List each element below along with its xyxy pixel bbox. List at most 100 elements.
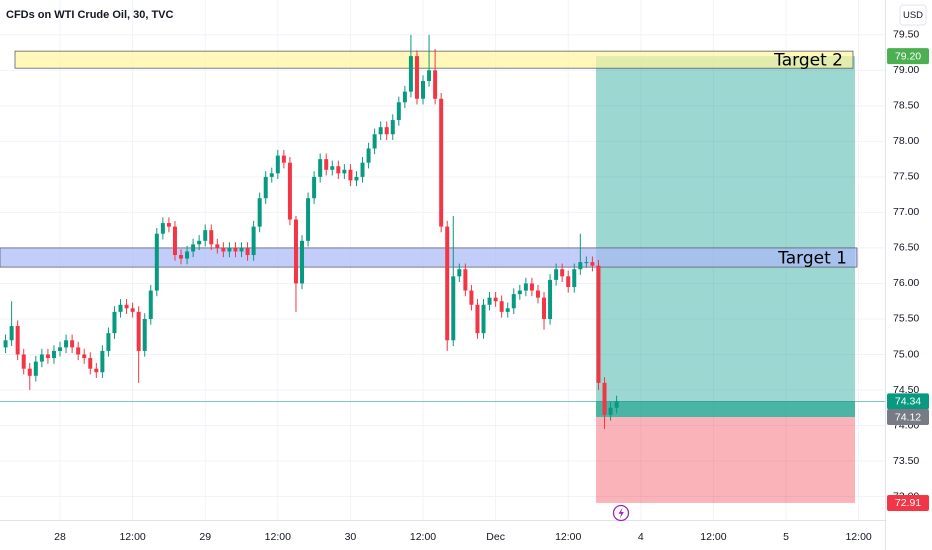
candle-body (378, 127, 383, 135)
candle-body (529, 283, 534, 291)
candle-body (58, 347, 63, 351)
x-tick-label: 28 (54, 531, 66, 543)
y-tick-label: 74.50 (893, 384, 919, 396)
candle-body (427, 70, 432, 81)
events-icon[interactable] (612, 504, 630, 522)
y-tick-label: 75.00 (893, 348, 919, 360)
candle-body (88, 358, 93, 369)
x-tick-label: 12:00 (119, 531, 145, 543)
candle-body (124, 304, 129, 309)
candle-body (481, 304, 486, 334)
candle-body (318, 159, 323, 177)
currency-label: USD (903, 10, 923, 21)
candle-body (384, 127, 389, 135)
currency-button[interactable] (899, 4, 927, 26)
candle-body (372, 134, 377, 149)
loss-zone (596, 416, 855, 503)
candle-body (263, 176, 268, 199)
candle-body (179, 255, 184, 259)
candle-body (203, 230, 208, 241)
candle-body (148, 290, 153, 319)
price-label: 79.20 (895, 50, 921, 62)
candle-body (511, 294, 516, 309)
event-bolt (618, 507, 624, 519)
y-tick-label: 76.00 (893, 277, 919, 289)
candle-body (445, 226, 450, 341)
candle-body (535, 290, 540, 298)
y-tick-label: 77.50 (893, 171, 919, 183)
candle-body (457, 269, 462, 277)
candle-body (154, 233, 159, 291)
price-label: 72.91 (895, 497, 921, 509)
candle-body (463, 269, 468, 291)
candle-body (608, 407, 613, 415)
y-tick-label: 77.00 (893, 206, 919, 218)
price-label-bg (887, 408, 929, 425)
candle-body (172, 226, 177, 256)
candle-body (293, 219, 298, 284)
candle-body (402, 91, 407, 103)
candle-body (269, 173, 274, 177)
candle-body (233, 247, 238, 252)
candle-body (330, 166, 335, 170)
zone-label: Target 2 (773, 51, 843, 71)
candle-body (354, 176, 359, 181)
target-zone (0, 247, 858, 268)
target-zone (14, 50, 854, 69)
candle-body (324, 159, 329, 170)
candle-body (15, 326, 20, 355)
candle-body (118, 304, 123, 312)
candle-body (336, 166, 341, 174)
candle-body (493, 297, 498, 302)
chart-title: CFDs on WTI Crude Oil, 30, TVC (6, 9, 174, 21)
candle-body (342, 169, 347, 174)
candle-body (572, 269, 577, 287)
candle-body (275, 155, 280, 174)
price-label: 74.12 (895, 411, 921, 423)
candle-body (70, 340, 75, 348)
candle-body (499, 301, 504, 312)
candle-body (27, 368, 32, 376)
candle-body (51, 350, 56, 359)
candle-body (76, 347, 81, 355)
profit-zone (596, 56, 855, 417)
x-tick-label: 12:00 (555, 531, 581, 543)
candle-body (130, 308, 135, 312)
x-tick-label: 12:00 (845, 531, 871, 543)
candle-body (360, 162, 365, 177)
candle-body (584, 262, 589, 264)
candle-body (348, 169, 353, 181)
candle-body (614, 401, 619, 408)
candles (3, 34, 619, 430)
candle-body (281, 155, 286, 163)
open-profit (596, 401, 855, 417)
candle-body (45, 354, 50, 359)
labels: 73.0073.5074.0074.5075.0075.5076.0076.50… (54, 29, 929, 543)
candle-body (82, 354, 87, 359)
candle-body (221, 247, 226, 252)
candle-body (390, 120, 395, 135)
x-tick-label: 12:00 (410, 531, 436, 543)
candle-body (505, 308, 510, 312)
candle-body (191, 244, 196, 252)
candle-body (257, 198, 262, 227)
candle-body (487, 297, 492, 305)
candle-body (566, 276, 571, 287)
candle-body (9, 326, 14, 341)
candle-body (160, 223, 165, 234)
candle-body (3, 340, 8, 348)
price-label-bg (887, 48, 929, 65)
candle-body (209, 230, 214, 245)
y-tick-label: 78.50 (893, 100, 919, 112)
y-tick-label: 76.50 (893, 242, 919, 254)
y-tick-label: 73.50 (893, 455, 919, 467)
candle-body (517, 290, 522, 295)
zones: Target 2 Target 1 (0, 51, 885, 503)
candle-body (578, 262, 583, 270)
candle-body (439, 98, 444, 227)
candle-body (421, 80, 426, 99)
candle-body (215, 244, 220, 248)
y-tick-label: 78.00 (893, 135, 919, 147)
